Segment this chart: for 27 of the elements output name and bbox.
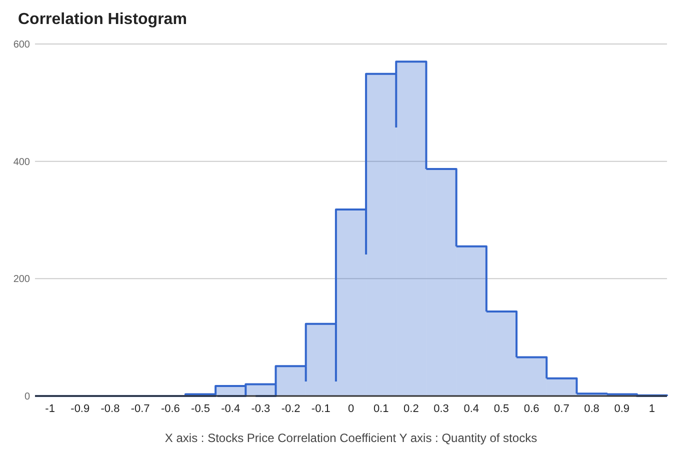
y-tick-label: 0 bbox=[24, 392, 30, 402]
x-tick-label: -0.1 bbox=[311, 403, 330, 415]
x-tick-label: -0.4 bbox=[221, 403, 240, 415]
x-tick-label: 0.3 bbox=[434, 403, 449, 415]
x-tick-label: 0.1 bbox=[373, 403, 389, 415]
x-tick-label: 0.4 bbox=[464, 403, 480, 415]
y-tick-label: 200 bbox=[13, 274, 30, 286]
x-tick-label: -0.9 bbox=[70, 403, 90, 415]
x-tick-label: 0.7 bbox=[554, 403, 570, 415]
x-tick-label: 0.9 bbox=[614, 403, 630, 415]
chart-title: Correlation Histogram bbox=[18, 11, 187, 28]
x-tick-label: -0.7 bbox=[130, 403, 150, 415]
x-tick-label: 0.5 bbox=[494, 403, 510, 415]
x-axis-title: X axis : Stocks Price Correlation Coefficient Y axis : Quantity of stocks bbox=[164, 431, 538, 445]
y-tick-label: 400 bbox=[13, 156, 30, 168]
x-tick-label: -0.3 bbox=[251, 403, 270, 415]
x-tick-label: -1 bbox=[45, 403, 55, 415]
x-tick-label: -0.6 bbox=[160, 403, 180, 415]
y-tick-label: 600 bbox=[13, 40, 30, 50]
x-tick-label: 0.2 bbox=[404, 403, 419, 415]
x-tick-label: -0.5 bbox=[191, 403, 210, 415]
x-tick-label: -0.2 bbox=[281, 403, 300, 415]
x-tick-label: -0.8 bbox=[100, 403, 120, 415]
x-tick-label: 0 bbox=[348, 403, 354, 415]
x-tick-label: 0.6 bbox=[524, 403, 540, 415]
x-tick-label: 1 bbox=[648, 403, 656, 415]
x-tick-label: 0.8 bbox=[584, 403, 600, 415]
